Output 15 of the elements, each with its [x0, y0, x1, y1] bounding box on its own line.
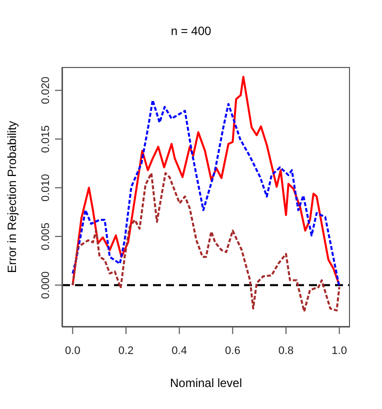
- x-tick-label: 0.2: [118, 344, 134, 357]
- y-tick-label: 0.015: [40, 125, 52, 153]
- chart-title: n = 400: [170, 24, 212, 38]
- y-tick-label: 0.020: [40, 76, 52, 104]
- x-tick-label: 0.8: [278, 344, 294, 357]
- x-axis-title: Nominal level: [168, 376, 244, 390]
- x-tick-label: 0.0: [65, 344, 80, 357]
- y-tick-label: 0.010: [40, 174, 52, 202]
- x-tick-label: 0.4: [172, 344, 187, 357]
- x-tick-label: 0.6: [225, 344, 240, 357]
- line-series: [72, 172, 340, 312]
- y-axis-title: Error in Rejection Probability: [5, 120, 19, 274]
- y-tick-label: 0.005: [40, 222, 52, 250]
- y-tick-label: 0.000: [40, 271, 52, 299]
- x-tick-label: 1.0: [332, 344, 347, 357]
